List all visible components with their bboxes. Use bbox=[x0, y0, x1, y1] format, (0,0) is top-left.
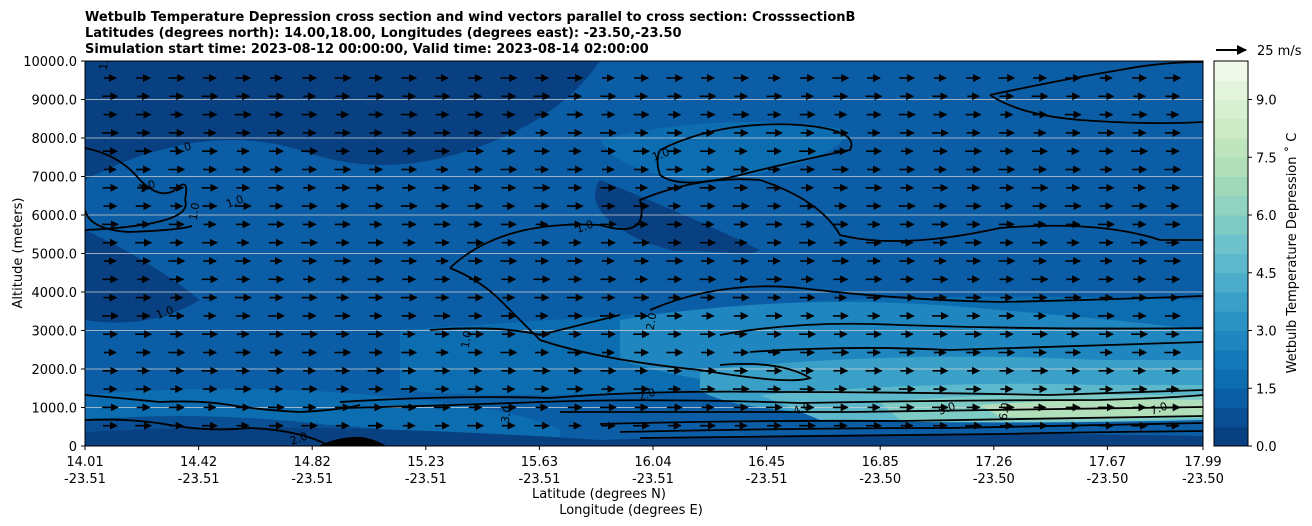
colorbar-level-6 bbox=[1214, 311, 1248, 331]
plot-area: 1.01.01.01.0 1.01.01.01.01.02.02.02.03.0 4… bbox=[85, 52, 1203, 448]
x-tick-lon-5: -23.51 bbox=[632, 472, 674, 487]
colorbar-level-9 bbox=[1214, 253, 1248, 274]
contour-line-12 bbox=[344, 394, 1203, 409]
colorbar-level-0 bbox=[1214, 426, 1248, 447]
colorbar-tick-label-3: 4.5 bbox=[1256, 267, 1277, 282]
x-tick-lon-6: -23.51 bbox=[746, 472, 788, 487]
y-tick-label-9: 9000.0 bbox=[32, 94, 78, 109]
x-tick-lon-4: -23.51 bbox=[518, 472, 560, 487]
colorbar-level-2 bbox=[1214, 388, 1248, 408]
x-tick-lat-6: 16.45 bbox=[748, 455, 785, 470]
colorbar-level-14 bbox=[1214, 157, 1248, 177]
contour-fill-4 bbox=[600, 122, 850, 180]
contour-fill-0 bbox=[85, 61, 600, 180]
y-tick-label-3: 3000.0 bbox=[32, 325, 78, 340]
contour-line-14 bbox=[599, 415, 1203, 425]
x-tick-lon-3: -23.51 bbox=[405, 472, 447, 487]
colorbar: 0.0 1.5 3.0 4.5 6.0 7.5 9.0 bbox=[1213, 60, 1277, 455]
x-tick-lat-4: 15.63 bbox=[521, 455, 558, 470]
contour-label-16: 7.0 bbox=[1148, 400, 1169, 418]
x-tick-lon-2: -23.51 bbox=[291, 472, 333, 487]
contour-line-17 bbox=[85, 394, 361, 413]
contour-line-9 bbox=[719, 322, 1203, 336]
x-tick-lon-8: -23.50 bbox=[973, 472, 1015, 487]
colorbar-label: Wetbulb Temperature Depression ˚ C bbox=[1284, 133, 1300, 374]
colorbar-tick-label-2: 3.0 bbox=[1256, 325, 1277, 340]
y-tick-label-5: 5000.0 bbox=[32, 248, 78, 263]
y-axis: 0 1000.0 2000.0 3000.0 4000.0 5000.0 6000.0 700… bbox=[23, 55, 85, 455]
chart-title-line-2: Latitudes (degrees north): 14.00,18.00, … bbox=[85, 26, 682, 41]
colorbar-tick-label-0: 0.0 bbox=[1256, 440, 1277, 455]
colorbar-level-1 bbox=[1214, 407, 1248, 428]
contour-line-13 bbox=[560, 406, 1203, 413]
y-tick-label-8: 8000.0 bbox=[32, 132, 78, 147]
contour-line-5 bbox=[989, 94, 1203, 125]
y-tick-label-7: 7000.0 bbox=[32, 171, 78, 186]
colorbar-level-12 bbox=[1214, 195, 1248, 216]
colorbar-level-19 bbox=[1214, 61, 1248, 81]
x-tick-lat-8: 17.26 bbox=[975, 455, 1012, 470]
colorbar-level-4 bbox=[1214, 349, 1248, 370]
colorbar-level-15 bbox=[1214, 138, 1248, 158]
colorbar-tick-label-5: 7.5 bbox=[1256, 151, 1277, 166]
y-tick-label-2: 2000.0 bbox=[32, 363, 78, 378]
colorbar-level-16 bbox=[1214, 118, 1248, 139]
x-tick-lat-3: 15.23 bbox=[407, 455, 444, 470]
x-tick-lon-1: -23.51 bbox=[178, 472, 220, 487]
x-tick-lat-0: 14.01 bbox=[66, 455, 103, 470]
contour-line-4 bbox=[989, 61, 1203, 96]
colorbar-frame bbox=[1213, 60, 1249, 447]
colorbar-level-3 bbox=[1214, 369, 1248, 389]
colorbar-level-13 bbox=[1214, 176, 1248, 197]
colorbar-level-18 bbox=[1214, 80, 1248, 100]
contour-line-3 bbox=[656, 123, 853, 184]
y-tick-label-1: 1000.0 bbox=[32, 402, 78, 417]
x-axis-label-lat: Latitude (degrees N) bbox=[532, 487, 666, 502]
x-tick-lat-10: 17.99 bbox=[1184, 455, 1221, 470]
x-tick-lon-0: -23.51 bbox=[64, 472, 106, 487]
contour-line-16 bbox=[639, 430, 1203, 439]
contour-label-11: 2.0 bbox=[288, 430, 309, 448]
y-axis-label: Altitude (meters) bbox=[11, 198, 26, 309]
chart-title-line-3: Simulation start time: 2023-08-12 00:00:… bbox=[85, 42, 649, 57]
contour-fill-1 bbox=[595, 180, 760, 258]
y-tick-label-4: 4000.0 bbox=[32, 286, 78, 301]
wind-key-label: 25 m/s bbox=[1257, 44, 1302, 59]
y-tick-label-10: 10000.0 bbox=[23, 55, 77, 70]
terrain bbox=[318, 436, 386, 446]
x-tick-lat-2: 14.82 bbox=[294, 455, 331, 470]
contour-label-5: 1.0 bbox=[154, 304, 175, 322]
chart-title-line-1: Wetbulb Temperature Depression cross sec… bbox=[85, 10, 855, 25]
x-tick-lat-5: 16.04 bbox=[634, 455, 671, 470]
x-tick-lat-7: 16.85 bbox=[862, 455, 899, 470]
colorbar-level-17 bbox=[1214, 99, 1248, 120]
x-axis-label-lon: Longitude (degrees E) bbox=[559, 503, 703, 518]
colorbar-level-8 bbox=[1214, 272, 1248, 293]
x-tick-lat-1: 14.42 bbox=[180, 455, 217, 470]
x-tick-lon-7: -23.50 bbox=[859, 472, 901, 487]
colorbar-level-10 bbox=[1214, 234, 1248, 254]
colorbar-level-5 bbox=[1214, 330, 1248, 351]
wind-vectors bbox=[102, 74, 1182, 430]
contour-label-0: 1.0 bbox=[97, 52, 113, 71]
colorbar-level-7 bbox=[1214, 292, 1248, 312]
x-tick-lon-9: -23.50 bbox=[1086, 472, 1128, 487]
x-tick-lat-9: 17.67 bbox=[1089, 455, 1126, 470]
y-tick-label-0: 0 bbox=[69, 440, 77, 455]
colorbar-tick-label-4: 6.0 bbox=[1256, 209, 1277, 224]
x-axis: 14.01 -23.51 14.42 -23.51 14.82 -23.51 15.23 -2… bbox=[64, 446, 1224, 487]
x-tick-lon-10: -23.50 bbox=[1182, 472, 1224, 487]
contour-label-3: 1.0 bbox=[187, 202, 203, 221]
colorbar-tick-label-6: 9.0 bbox=[1256, 94, 1277, 109]
colorbar-level-11 bbox=[1214, 215, 1248, 235]
colorbar-tick-label-1: 1.5 bbox=[1256, 382, 1277, 397]
contour-line-6 bbox=[449, 267, 813, 382]
contour-label-8: 1.0 bbox=[650, 146, 671, 164]
y-tick-label-6: 6000.0 bbox=[32, 209, 78, 224]
